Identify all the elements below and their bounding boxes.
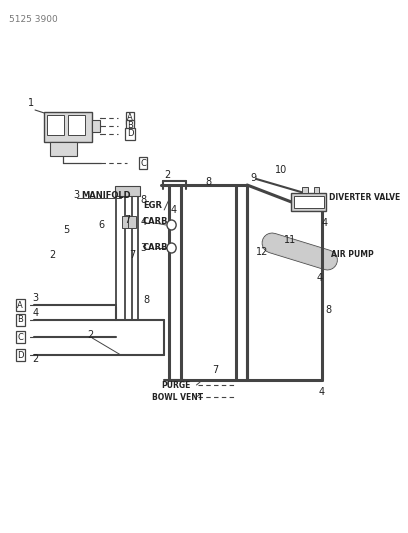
Text: 3: 3: [32, 293, 38, 303]
Bar: [128, 216, 135, 228]
Text: DIVERTER VALVE: DIVERTER VALVE: [329, 192, 401, 201]
Text: 2: 2: [88, 330, 94, 340]
Text: D: D: [17, 351, 24, 359]
Text: 4: 4: [140, 217, 146, 227]
Text: B: B: [18, 316, 23, 325]
Text: 2: 2: [164, 170, 171, 180]
Text: C: C: [18, 333, 23, 342]
Text: 11: 11: [284, 235, 296, 245]
Text: CARB: CARB: [143, 217, 169, 227]
Bar: [291, 193, 326, 211]
Text: 2: 2: [32, 354, 38, 364]
Bar: [302, 187, 308, 193]
Text: A: A: [127, 114, 133, 123]
Text: 8: 8: [143, 295, 149, 305]
Text: 6: 6: [99, 220, 105, 230]
Text: 7: 7: [212, 365, 218, 375]
Text: B: B: [127, 122, 133, 131]
Text: MANIFOLD: MANIFOLD: [81, 190, 131, 199]
Circle shape: [167, 220, 176, 230]
Text: 4: 4: [316, 273, 322, 283]
Text: 12: 12: [256, 247, 269, 257]
Bar: [50, 142, 78, 156]
Text: EGR: EGR: [143, 201, 162, 211]
Text: 4: 4: [32, 308, 38, 318]
Bar: [122, 216, 129, 228]
Text: 3: 3: [140, 243, 146, 253]
Text: 5125 3900: 5125 3900: [9, 15, 58, 25]
Bar: [92, 120, 100, 132]
Bar: [294, 196, 324, 208]
Text: C: C: [140, 158, 146, 167]
Text: BOWL VENT: BOWL VENT: [152, 392, 203, 401]
Bar: [47, 115, 64, 135]
Text: 5: 5: [63, 225, 69, 235]
Text: 7: 7: [129, 250, 135, 260]
Bar: [314, 187, 319, 193]
Text: A: A: [18, 301, 23, 310]
Bar: [44, 112, 92, 142]
Text: 9: 9: [251, 173, 257, 183]
Text: 2: 2: [49, 250, 55, 260]
Text: 3: 3: [74, 190, 80, 200]
Bar: [115, 186, 140, 196]
Text: AIR PUMP: AIR PUMP: [331, 250, 374, 259]
Text: 1: 1: [28, 98, 34, 108]
Text: 8: 8: [326, 305, 332, 315]
Text: 8: 8: [140, 195, 146, 205]
Text: D: D: [127, 130, 133, 139]
Text: 4: 4: [171, 205, 177, 215]
Text: 10: 10: [275, 165, 287, 175]
Circle shape: [167, 243, 176, 253]
Text: 4: 4: [318, 387, 324, 397]
Bar: [68, 115, 85, 135]
Text: PURGE: PURGE: [162, 381, 191, 390]
Text: 7: 7: [124, 215, 131, 225]
Text: CARB: CARB: [143, 244, 169, 253]
Text: 8: 8: [206, 177, 212, 187]
Text: 4: 4: [322, 218, 328, 228]
